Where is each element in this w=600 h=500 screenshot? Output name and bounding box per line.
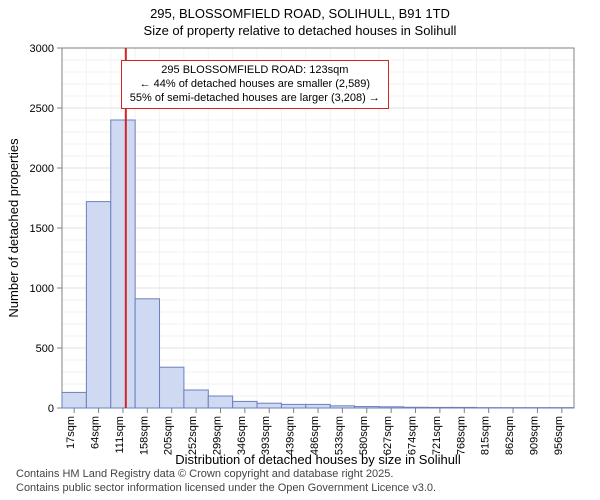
x-tick-label: 533sqm <box>333 416 345 455</box>
y-tick-label: 2000 <box>30 163 54 175</box>
y-axis-title: Number of detached properties <box>6 138 21 318</box>
histogram-bar <box>160 367 184 408</box>
histogram-bar <box>452 407 476 408</box>
y-tick-label: 1500 <box>30 223 54 235</box>
histogram-bar <box>135 299 159 408</box>
histogram-bar <box>184 390 208 408</box>
x-tick-label: 64sqm <box>90 416 102 449</box>
x-tick-label: 768sqm <box>455 416 467 455</box>
histogram-bar <box>257 403 281 408</box>
histogram-bar <box>379 407 403 408</box>
y-tick-label: 2500 <box>30 103 54 115</box>
x-tick-label: 158sqm <box>138 416 150 455</box>
annotation-box: 295 BLOSSOMFIELD ROAD: 123sqm ← 44% of d… <box>121 60 389 109</box>
x-tick-label: 580sqm <box>358 416 370 455</box>
x-tick-label: 909sqm <box>528 416 540 455</box>
x-tick-label: 862sqm <box>504 416 516 455</box>
x-tick-label: 346sqm <box>236 416 248 455</box>
chart-root: 295, BLOSSOMFIELD ROAD, SOLIHULL, B91 1T… <box>0 0 600 500</box>
histogram-bar <box>111 120 135 408</box>
x-tick-label: 299sqm <box>211 416 223 455</box>
x-tick-label: 627sqm <box>382 416 394 455</box>
x-tick-label: 252sqm <box>187 416 199 455</box>
histogram-bar <box>208 396 232 408</box>
x-tick-label: 111sqm <box>114 416 126 454</box>
y-tick-label: 1000 <box>30 283 54 295</box>
histogram-bar <box>403 407 427 408</box>
x-tick-label: 205sqm <box>163 416 175 455</box>
x-tick-label: 956sqm <box>553 416 565 455</box>
x-tick-label: 486sqm <box>309 416 321 455</box>
x-tick-label: 439sqm <box>285 416 297 455</box>
x-axis-title: Distribution of detached houses by size … <box>175 452 461 467</box>
histogram-bar <box>233 401 257 408</box>
footer-line2: Contains public sector information licen… <box>16 482 436 494</box>
annotation-line3: 55% of semi-detached houses are larger (… <box>130 92 380 106</box>
histogram-bar <box>86 202 110 408</box>
footer-line1: Contains HM Land Registry data © Crown c… <box>16 468 393 480</box>
y-tick-label: 0 <box>48 403 54 415</box>
histogram-bar <box>281 404 305 408</box>
histogram-bar <box>428 407 452 408</box>
y-tick-label: 3000 <box>30 43 54 55</box>
x-tick-label: 815sqm <box>480 416 492 455</box>
annotation-line2: ← 44% of detached houses are smaller (2,… <box>130 78 380 92</box>
histogram-bar <box>355 407 379 408</box>
x-tick-label: 17sqm <box>65 416 77 449</box>
x-tick-label: 721sqm <box>431 416 443 455</box>
annotation-line1: 295 BLOSSOMFIELD ROAD: 123sqm <box>130 64 380 78</box>
x-tick-label: 674sqm <box>407 416 419 455</box>
histogram-bar <box>306 404 330 408</box>
histogram-bar <box>330 406 354 408</box>
histogram-bar <box>62 392 86 408</box>
x-tick-label: 393sqm <box>260 416 272 455</box>
y-tick-label: 500 <box>36 343 54 355</box>
